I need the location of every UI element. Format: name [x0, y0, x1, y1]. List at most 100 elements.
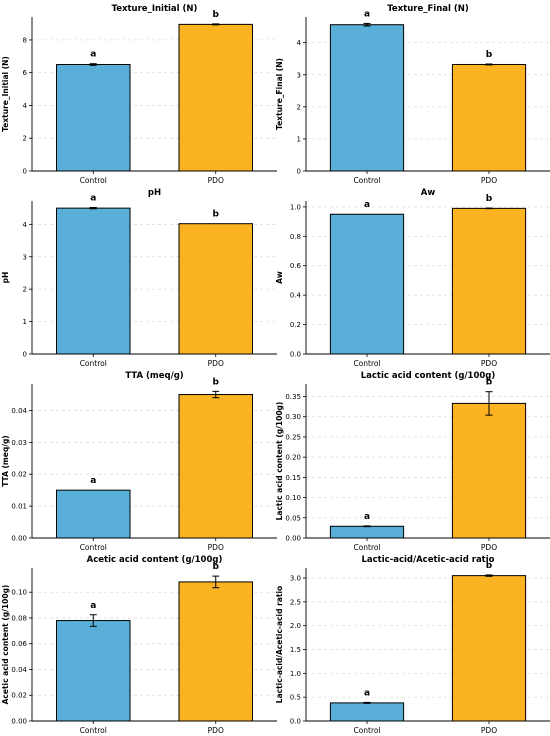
significance-letter: a	[90, 50, 96, 60]
y-tick-label: 0.25	[285, 433, 301, 441]
bar-control	[329, 525, 405, 539]
panel-6: a Control b PDO 0.00 0.05 0.10 0.15 0.20 0.25 0.30…	[275, 371, 550, 552]
x-tick-label: Control	[353, 176, 380, 185]
y-tick-label: 0.08	[11, 614, 27, 622]
y-tick-label: 2	[297, 103, 301, 111]
x-tick-label: Control	[80, 359, 107, 368]
x-tick-label: PDO	[481, 543, 497, 552]
y-tick-label: 0.04	[11, 666, 27, 674]
y-tick-label: 0.00	[11, 535, 27, 543]
y-axis-label: Aw	[275, 271, 284, 284]
y-tick-label: 0.02	[11, 471, 27, 479]
y-tick-label: 0.20	[285, 454, 301, 462]
bar-control	[329, 702, 405, 722]
bar-pdo	[178, 223, 253, 355]
bar-control	[329, 24, 405, 172]
chart-title: TTA (meq/g)	[125, 371, 183, 381]
y-tick-label: 0.03	[11, 439, 27, 447]
y-tick-label: 0.00	[11, 718, 27, 726]
y-axis-label: Acetic acid content (g/100g)	[1, 585, 10, 705]
y-tick-label: 0.6	[290, 262, 302, 270]
y-tick-label: 3	[297, 71, 301, 79]
y-tick-label: 4	[23, 221, 28, 229]
y-tick-label: 0.01	[11, 503, 27, 511]
significance-letter: b	[213, 562, 220, 572]
y-tick-label: 1.0	[290, 203, 301, 211]
bar-pdo	[178, 394, 253, 539]
y-tick-label: 0.02	[11, 692, 27, 700]
y-axis-label: TTA (meq/g)	[1, 435, 10, 486]
x-tick-label: PDO	[481, 359, 497, 368]
y-tick-label: 0.2	[290, 321, 301, 329]
chart-title: Acetic acid content (g/100g)	[87, 555, 223, 565]
x-tick-label: PDO	[208, 726, 224, 735]
x-tick-label: PDO	[208, 176, 224, 185]
y-tick-label: 0.00	[285, 535, 301, 543]
significance-letter: a	[90, 601, 96, 611]
significance-letter: b	[213, 210, 220, 220]
y-tick-label: 8	[23, 36, 27, 44]
significance-letter: a	[364, 512, 370, 522]
y-tick-label: 0	[23, 351, 27, 359]
x-tick-label: PDO	[208, 359, 224, 368]
panel-7: aControlbPDO0.000.020.040.060.080.10Acet…	[1, 555, 277, 735]
x-tick-label: PDO	[208, 543, 224, 552]
bar-pdo	[451, 402, 527, 539]
y-tick-label: 2	[23, 286, 27, 294]
y-tick-label: 1.5	[290, 646, 301, 654]
y-tick-label: 4	[23, 102, 28, 110]
y-tick-label: 0.10	[285, 494, 301, 502]
bar-pdo	[451, 207, 527, 355]
bar-pdo	[451, 575, 527, 722]
panel-2: a Control b PDO 0 1 2 3 4 Texture_Final (N) Textur…	[275, 4, 550, 185]
significance-letter: b	[486, 194, 493, 204]
bar-control	[56, 489, 131, 539]
significance-letter: a	[90, 193, 96, 203]
y-tick-label: 0.4	[290, 292, 302, 300]
y-tick-label: 3.0	[290, 575, 301, 583]
chart-title: Texture_Initial (N)	[112, 4, 198, 14]
significance-letter: a	[364, 688, 370, 698]
y-tick-label: 0.0	[290, 718, 301, 726]
y-tick-label: 0.0	[290, 351, 301, 359]
panel-3: a Control b PDO 0 1 2 3 4 pH pH	[1, 188, 277, 368]
y-tick-label: 0.05	[285, 514, 301, 522]
y-axis-label: Texture_Initial (N)	[1, 56, 10, 132]
y-axis-label: pH	[1, 272, 10, 284]
y-tick-label: 3	[23, 253, 27, 261]
y-tick-label: 0.06	[11, 640, 27, 648]
panel-1: a Control b PDO 0 2 4 6 8 Texture_Initial (N) Text…	[1, 4, 277, 185]
y-tick-label: 0.15	[285, 474, 301, 482]
bar-control	[56, 620, 131, 722]
chart-title: pH	[148, 188, 161, 198]
y-axis-label: Lactic-acid/Acetic-acid ratio	[275, 586, 284, 703]
panel-8: a Control b PDO 0.0 0.5 1.0 1.5 2.0 2.5 3.0 Lactic-…	[275, 555, 550, 735]
significance-letter: b	[213, 377, 220, 387]
chart-title: Aw	[421, 188, 436, 198]
x-tick-label: Control	[353, 543, 380, 552]
panel-5: a Control b PDO 0.00 0.01 0.02 0.03 0.04 TTA (meq…	[1, 371, 277, 552]
x-tick-label: Control	[80, 176, 107, 185]
y-tick-label: 0.04	[11, 407, 27, 415]
y-tick-label: 0	[297, 168, 301, 176]
significance-letter: a	[364, 200, 370, 210]
significance-letter: a	[90, 476, 96, 486]
y-axis-label: Texture_Final (N)	[275, 58, 284, 130]
y-tick-label: 2.5	[290, 598, 301, 606]
bar-control	[56, 64, 131, 172]
significance-letter: a	[364, 9, 370, 19]
x-tick-label: Control	[80, 543, 107, 552]
y-tick-label: 0.30	[285, 413, 301, 421]
x-tick-label: Control	[353, 726, 380, 735]
y-tick-label: 6	[23, 69, 28, 77]
significance-letter: b	[486, 50, 493, 60]
y-tick-label: 0.35	[285, 393, 301, 401]
y-tick-label: 0	[23, 168, 27, 176]
chart-title: Texture_Final (N)	[387, 4, 469, 14]
y-tick-label: 2.0	[290, 622, 301, 630]
y-tick-label: 1	[297, 135, 301, 143]
significance-letter: b	[213, 10, 220, 20]
y-tick-label: 1.0	[290, 670, 301, 678]
y-tick-label: 0.8	[290, 233, 301, 241]
x-tick-label: Control	[80, 726, 107, 735]
